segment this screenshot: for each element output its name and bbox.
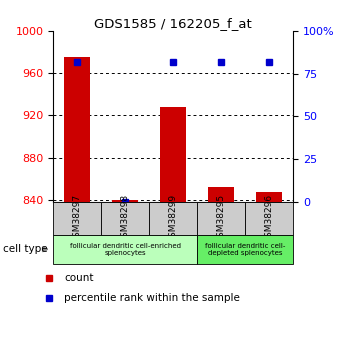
Text: count: count [64,273,94,283]
Text: follicular dendritic cell-
depleted splenocytes: follicular dendritic cell- depleted sple… [205,243,285,256]
Bar [197,202,245,235]
Text: GSM38296: GSM38296 [265,194,274,243]
Text: GSM38299: GSM38299 [169,194,178,243]
Bar [112,200,138,202]
Bar [245,202,293,235]
Text: GSM38298: GSM38298 [121,194,130,243]
Bar [64,57,91,202]
Bar [101,202,149,235]
Bar [208,187,235,202]
Bar [197,235,293,264]
Bar [53,235,197,264]
Bar [149,202,197,235]
Title: GDS1585 / 162205_f_at: GDS1585 / 162205_f_at [94,17,252,30]
Bar [160,107,187,202]
Text: GSM38297: GSM38297 [73,194,82,243]
Bar [53,202,101,235]
Text: GSM38295: GSM38295 [217,194,226,243]
Text: follicular dendritic cell-enriched
splenocytes: follicular dendritic cell-enriched splen… [70,243,181,256]
Text: percentile rank within the sample: percentile rank within the sample [64,294,240,303]
Bar [256,193,283,202]
Text: cell type: cell type [3,244,48,254]
